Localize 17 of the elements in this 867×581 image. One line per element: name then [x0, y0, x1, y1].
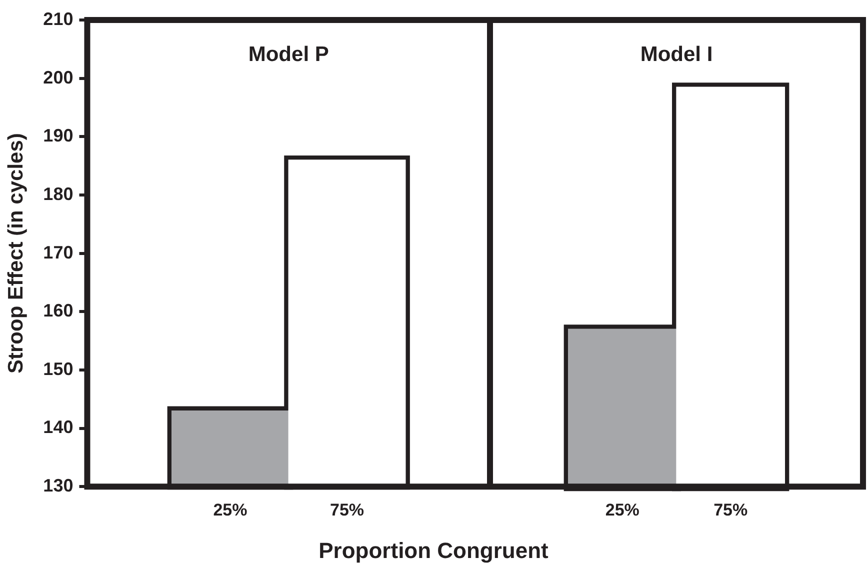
- y-tick-label: 180: [43, 184, 74, 204]
- y-tick-label: 170: [43, 242, 74, 262]
- x-axis-title: Proportion Congruent: [318, 538, 550, 564]
- y-tick-label: 140: [43, 417, 74, 438]
- y-tick-label: 190: [43, 126, 74, 146]
- y-tick-label: 130: [43, 476, 74, 496]
- x-tick-label: 25%: [213, 500, 248, 520]
- text: Model P: [248, 42, 329, 66]
- x-tick-label: 25%: [605, 500, 640, 520]
- y-tick-label: 160: [43, 300, 74, 321]
- y-tick-label: 200: [43, 67, 74, 88]
- text: Model I: [640, 42, 713, 66]
- y-axis-title: Stroop Effect (in cycles): [4, 133, 28, 374]
- x-tick-label: 75%: [714, 500, 748, 520]
- y-tick-label: 150: [43, 358, 74, 379]
- y-tick-label: 210: [43, 8, 74, 29]
- x-tick-label: 75%: [330, 500, 364, 520]
